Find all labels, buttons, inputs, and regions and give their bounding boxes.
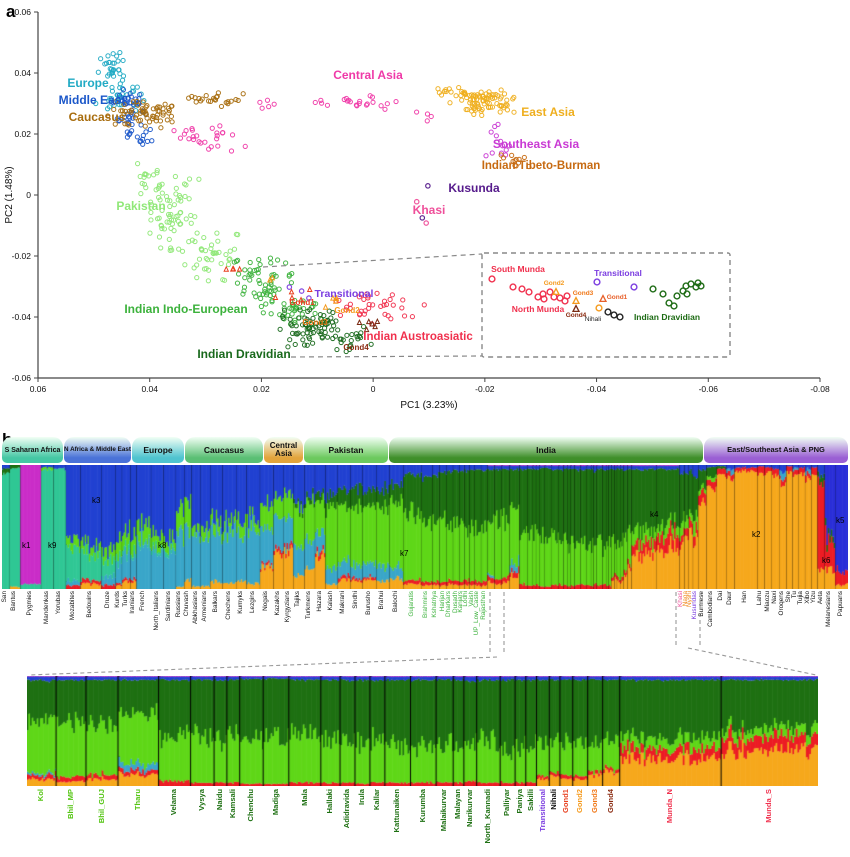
k-label-k8: k8 bbox=[158, 541, 167, 550]
svg-text:Caucasus: Caucasus bbox=[69, 110, 126, 124]
india-pop-label-Palliyar: Palliyar bbox=[502, 789, 512, 817]
svg-text:0.04: 0.04 bbox=[141, 384, 158, 394]
svg-text:Middle East: Middle East bbox=[59, 93, 126, 107]
admixture-india-zoom-plot bbox=[27, 676, 818, 786]
india-pop-label-Munda_S: Munda_S bbox=[763, 789, 773, 823]
k-label-k2: k2 bbox=[752, 530, 761, 539]
india-pop-label-Nihali: Nihali bbox=[549, 789, 559, 810]
svg-text:Gond3: Gond3 bbox=[573, 290, 594, 297]
svg-text:Indian Austroasiatic: Indian Austroasiatic bbox=[363, 331, 473, 343]
india-pop-label-Munda_N: Munda_N bbox=[665, 789, 675, 824]
svg-text:0.04: 0.04 bbox=[14, 68, 31, 78]
svg-text:Pakistan: Pakistan bbox=[116, 199, 165, 213]
india-pop-label-Kamsali: Kamsali bbox=[228, 789, 238, 819]
svg-text:South Munda: South Munda bbox=[491, 264, 545, 274]
svg-text:PC2 (1.48%): PC2 (1.48%) bbox=[4, 166, 15, 223]
svg-text:-0.04: -0.04 bbox=[12, 312, 32, 322]
k-label-k9: k9 bbox=[48, 541, 57, 550]
india-pop-label-Malayan: Malayan bbox=[453, 789, 463, 819]
svg-text:Southeast Asia: Southeast Asia bbox=[493, 137, 580, 151]
svg-text:Gond4: Gond4 bbox=[566, 312, 587, 319]
india-pop-label-Bhil_GUJ: Bhil_GUJ bbox=[96, 789, 106, 824]
k-label-k3: k3 bbox=[92, 496, 101, 505]
svg-text:Gond1: Gond1 bbox=[289, 298, 315, 307]
svg-text:Indian Indo-European: Indian Indo-European bbox=[124, 302, 247, 316]
k-label-k4: k4 bbox=[650, 510, 659, 519]
india-pop-label-Paniya: Paniya bbox=[515, 789, 525, 814]
svg-text:North Munda: North Munda bbox=[512, 304, 565, 314]
india-pop-label-Gond3: Gond3 bbox=[589, 789, 599, 814]
svg-text:-0.06: -0.06 bbox=[12, 373, 32, 383]
region-ribbon-europe: Europe bbox=[132, 437, 184, 463]
region-ribbon-caucasus: Caucasus bbox=[185, 437, 263, 463]
svg-text:0: 0 bbox=[371, 384, 376, 394]
panel-a-letter: a bbox=[6, 2, 16, 21]
india-pop-label-Irula: Irula bbox=[357, 789, 367, 806]
svg-text:Europe: Europe bbox=[67, 76, 109, 90]
admixture-main-plot bbox=[2, 465, 848, 589]
k-label-k1: k1 bbox=[22, 541, 31, 550]
zoom-connector-lines bbox=[28, 592, 817, 676]
india-pop-label-Chenchu: Chenchu bbox=[246, 789, 256, 822]
svg-text:Gond2: Gond2 bbox=[334, 306, 360, 315]
svg-text:0: 0 bbox=[26, 190, 31, 200]
region-ribbon-n-africa-middle-east: N Africa & Middle East bbox=[64, 437, 131, 463]
india-pop-label-Adidravida: Adidravida bbox=[342, 789, 352, 829]
svg-text:Central Asia: Central Asia bbox=[333, 68, 403, 82]
svg-text:Khasi: Khasi bbox=[413, 203, 446, 217]
region-ribbon-pakistan: Pakistan bbox=[304, 437, 388, 463]
india-pop-label-Narikurvar: Narikurvar bbox=[465, 789, 475, 827]
region-ribbon-east-southeast-asia-png: East/Southeast Asia & PNG bbox=[704, 437, 848, 463]
india-pop-label-Sakilli: Sakilli bbox=[525, 789, 535, 811]
svg-text:-0.08: -0.08 bbox=[810, 384, 830, 394]
india-pop-label-Malaikurvar: Malaikurvar bbox=[439, 789, 449, 832]
svg-text:Gond4: Gond4 bbox=[343, 343, 369, 352]
svg-text:Transitional: Transitional bbox=[315, 288, 374, 300]
india-pop-label-Kurumba: Kurumba bbox=[418, 789, 428, 823]
svg-text:Nihali: Nihali bbox=[585, 316, 601, 323]
svg-text:Gond1: Gond1 bbox=[607, 294, 628, 301]
india-pop-label-Kol: Kol bbox=[35, 789, 45, 802]
pca-scatter-plot: 0.06 0.04 0.02 0 -0.02 -0.04 -0.06 -0.08 0.06 0.0… bbox=[4, 7, 830, 411]
india-pop-label-Mala: Mala bbox=[299, 789, 309, 806]
svg-text:Indian Dravidian: Indian Dravidian bbox=[634, 312, 700, 322]
svg-text:-0.06: -0.06 bbox=[699, 384, 719, 394]
k-label-k6: k6 bbox=[822, 556, 831, 565]
svg-text:0.06: 0.06 bbox=[14, 7, 31, 17]
india-pop-label-Vysya: Vysya bbox=[197, 789, 207, 811]
svg-text:Transitional: Transitional bbox=[594, 268, 642, 278]
k-label-k5: k5 bbox=[836, 516, 845, 525]
svg-text:Indian Tibeto-Burman: Indian Tibeto-Burman bbox=[482, 160, 601, 172]
india-pop-label-Kattunaiken: Kattunaiken bbox=[392, 789, 402, 833]
india-pop-label-Gond1: Gond1 bbox=[561, 789, 571, 814]
svg-text:East Asia: East Asia bbox=[521, 105, 575, 119]
region-ribbon-central-asia: Central Asia bbox=[264, 437, 303, 463]
svg-text:Gond3: Gond3 bbox=[302, 318, 328, 327]
svg-text:-0.02: -0.02 bbox=[12, 251, 32, 261]
india-pop-label-Hallaki: Hallaki bbox=[325, 789, 335, 814]
svg-text:Gond2: Gond2 bbox=[544, 280, 565, 287]
svg-text:-0.04: -0.04 bbox=[587, 384, 607, 394]
india-pop-label-Gond2: Gond2 bbox=[575, 789, 585, 814]
india-pop-label-Tharu: Tharu bbox=[133, 789, 143, 811]
india-pop-label-Kallar: Kallar bbox=[372, 789, 382, 811]
india-pop-label-Naidu: Naidu bbox=[215, 789, 225, 811]
region-ribbon-s-saharan-africa: S Saharan Africa bbox=[2, 437, 63, 463]
india-pop-label-Transitional: Transitional bbox=[537, 789, 547, 832]
svg-text:Indian Dravidian: Indian Dravidian bbox=[197, 347, 290, 361]
k-label-k7: k7 bbox=[400, 549, 409, 558]
india-pop-label-North_Kannadi: North_Kannadi bbox=[483, 789, 493, 844]
india-pop-label-Gond4: Gond4 bbox=[605, 789, 615, 814]
region-ribbon-india: India bbox=[389, 437, 703, 463]
svg-text:Kusunda: Kusunda bbox=[448, 181, 500, 195]
svg-text:0.02: 0.02 bbox=[253, 384, 270, 394]
india-pop-label-Bhil_MP: Bhil_MP bbox=[65, 789, 75, 819]
svg-text:0.06: 0.06 bbox=[30, 384, 47, 394]
svg-text:-0.02: -0.02 bbox=[475, 384, 495, 394]
svg-text:0.02: 0.02 bbox=[14, 129, 31, 139]
svg-text:PC1 (3.23%): PC1 (3.23%) bbox=[400, 400, 457, 411]
india-pop-label-Velama: Velama bbox=[169, 789, 179, 816]
india-pop-label-Madiga: Madiga bbox=[270, 789, 280, 816]
